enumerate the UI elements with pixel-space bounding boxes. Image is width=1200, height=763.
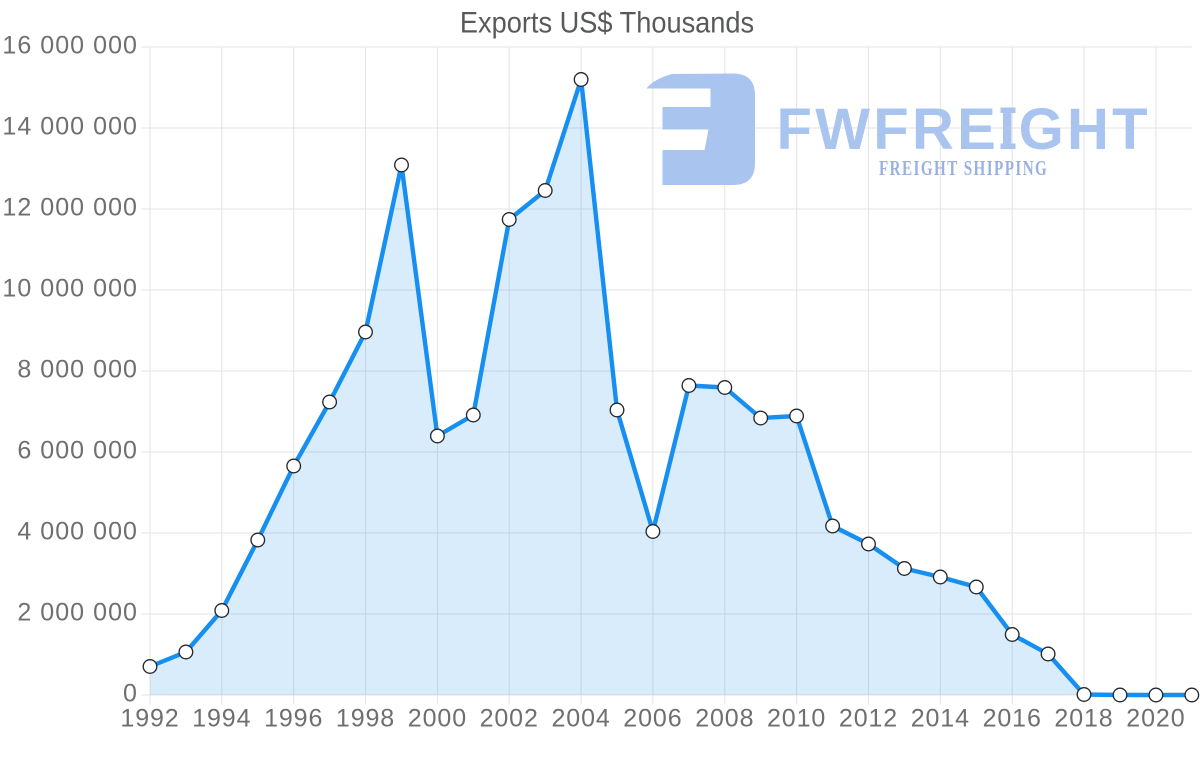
svg-text:10 000 000: 10 000 000: [2, 275, 138, 303]
svg-text:12 000 000: 12 000 000: [2, 194, 138, 222]
svg-text:FWFREIGHT: FWFREIGHT: [777, 97, 1151, 162]
svg-text:2010: 2010: [767, 705, 826, 733]
svg-text:2018: 2018: [1054, 705, 1113, 733]
svg-text:2020: 2020: [1126, 705, 1185, 733]
svg-text:FREIGHT SHIPPING: FREIGHT SHIPPING: [879, 157, 1048, 180]
svg-text:16 000 000: 16 000 000: [2, 32, 138, 60]
svg-text:2006: 2006: [623, 705, 682, 733]
svg-text:1992: 1992: [120, 705, 179, 733]
svg-text:2016: 2016: [983, 705, 1042, 733]
svg-text:1994: 1994: [192, 705, 251, 733]
svg-text:6 000 000: 6 000 000: [17, 437, 138, 465]
svg-text:2002: 2002: [480, 705, 539, 733]
svg-text:2004: 2004: [551, 705, 610, 733]
svg-text:14 000 000: 14 000 000: [2, 113, 138, 141]
svg-text:2012: 2012: [839, 705, 898, 733]
svg-text:8 000 000: 8 000 000: [17, 356, 138, 384]
svg-text:2014: 2014: [911, 705, 970, 733]
svg-text:2000: 2000: [408, 705, 467, 733]
svg-text:0: 0: [123, 680, 138, 708]
svg-text:Exports US$ Thousands: Exports US$ Thousands: [460, 6, 754, 40]
svg-text:2008: 2008: [695, 705, 754, 733]
svg-text:2 000 000: 2 000 000: [17, 599, 138, 627]
svg-text:4 000 000: 4 000 000: [17, 518, 138, 546]
svg-text:1996: 1996: [264, 705, 323, 733]
svg-text:1998: 1998: [336, 705, 395, 733]
